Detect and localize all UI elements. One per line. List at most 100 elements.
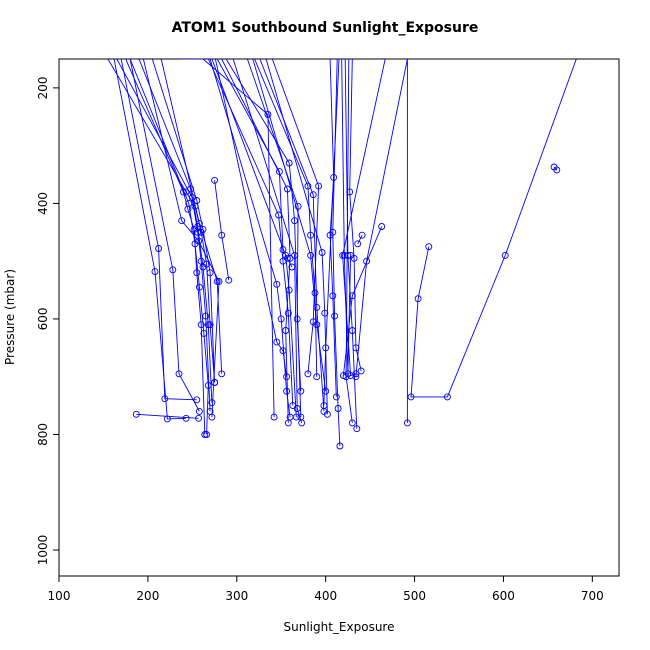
data-point — [283, 185, 291, 193]
data-point — [197, 257, 205, 265]
data-point — [501, 251, 509, 259]
data-point — [344, 251, 352, 259]
data-point — [339, 251, 347, 259]
x-axis: 100 200 300 400 500 600 700 — [48, 576, 604, 603]
data-point — [169, 266, 177, 274]
data-point — [350, 254, 358, 262]
series-line-26 — [252, 59, 327, 392]
series-line-3 — [125, 59, 206, 435]
x-tick-label: 300 — [225, 589, 248, 603]
data-point — [151, 268, 159, 276]
data-point — [339, 372, 347, 380]
data-point — [273, 280, 281, 288]
data-point — [322, 387, 330, 395]
data-point — [334, 405, 342, 412]
data-point — [215, 277, 223, 285]
data-point — [279, 246, 287, 254]
data-point — [304, 370, 312, 378]
y-tick-label: 400 — [36, 192, 50, 215]
data-point — [195, 407, 203, 415]
data-point — [309, 191, 317, 199]
data-point — [329, 228, 337, 236]
x-tick-label: 600 — [492, 589, 515, 603]
data-point — [203, 431, 211, 438]
data-point — [225, 276, 233, 284]
series-line-22 — [246, 59, 302, 392]
data-point — [320, 402, 328, 410]
data-point — [282, 327, 290, 334]
series-line-40 — [410, 59, 577, 398]
data-point — [195, 414, 203, 422]
data-point — [357, 367, 365, 375]
data-point — [182, 414, 190, 422]
series-line-25 — [271, 59, 320, 374]
series-line-15 — [207, 59, 294, 406]
data-point — [195, 220, 203, 228]
x-tick-label: 700 — [581, 589, 604, 603]
data-point — [348, 327, 356, 334]
y-tick-label: 800 — [36, 423, 50, 446]
data-point — [293, 315, 301, 323]
data-point — [285, 286, 293, 294]
y-axis-title: Pressure (mbar) — [3, 269, 17, 365]
data-point — [208, 413, 216, 421]
data-point — [313, 373, 321, 381]
y-tick-label: 600 — [36, 307, 50, 330]
data-point — [307, 231, 315, 239]
data-point — [204, 321, 212, 329]
data-point — [352, 370, 360, 378]
series-line-10 — [129, 59, 200, 412]
series-line-21 — [232, 59, 303, 424]
data-point — [313, 321, 321, 329]
series-line-12 — [136, 413, 199, 419]
data-point — [332, 393, 340, 401]
data-point — [193, 269, 201, 277]
data-point — [195, 237, 203, 245]
y-tick-label: 1000 — [36, 535, 50, 566]
data-point — [311, 289, 319, 297]
series-line-35 — [323, 59, 340, 406]
series-layer — [107, 59, 577, 450]
data-point — [348, 419, 356, 427]
data-point — [155, 245, 163, 252]
data-point — [348, 292, 356, 300]
data-point — [161, 395, 169, 403]
series-line-24 — [259, 59, 325, 412]
chart-title: ATOM1 Southbound Sunlight_Exposure — [171, 20, 479, 36]
data-point — [218, 231, 226, 239]
series-line-16 — [211, 59, 297, 418]
data-point — [206, 269, 214, 277]
data-point — [197, 321, 205, 329]
data-point — [211, 379, 219, 386]
data-point — [293, 405, 301, 412]
data-point — [273, 338, 281, 346]
data-point — [352, 373, 360, 381]
data-point — [275, 168, 283, 176]
data-point — [321, 309, 329, 317]
data-point — [403, 419, 411, 427]
data-point — [443, 393, 451, 401]
x-tick-label: 500 — [403, 589, 426, 603]
data-point — [336, 442, 344, 450]
series-line-28 — [329, 59, 337, 397]
data-point — [285, 159, 293, 167]
data-point — [425, 243, 433, 251]
data-point — [304, 182, 312, 190]
data-point — [184, 205, 192, 213]
y-tick-label: 200 — [36, 76, 50, 99]
data-point — [294, 202, 302, 210]
series-line-27 — [265, 59, 328, 415]
series-line-19 — [221, 59, 291, 423]
data-point — [292, 413, 300, 421]
data-point — [202, 312, 210, 320]
x-tick-label: 200 — [136, 589, 159, 603]
series-line-1 — [116, 59, 213, 403]
data-point — [315, 182, 323, 190]
data-point — [318, 249, 326, 256]
data-point — [553, 166, 561, 174]
data-point — [194, 228, 202, 236]
plot-frame — [58, 58, 620, 577]
series-line-4 — [138, 59, 211, 412]
series-line-37 — [342, 226, 383, 376]
